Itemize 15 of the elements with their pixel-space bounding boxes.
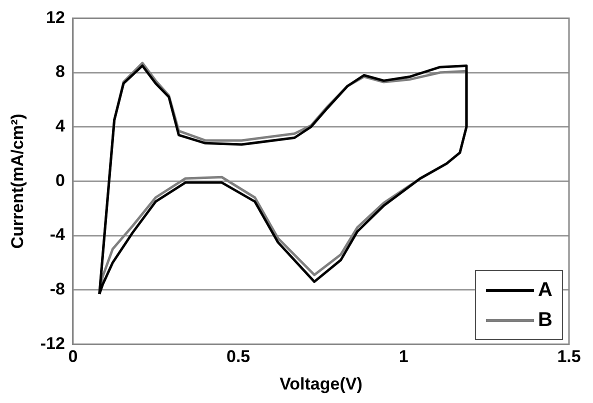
x-tick-label: 1	[398, 347, 408, 366]
y-tick-label: 0	[56, 170, 65, 190]
x-axis-title: Voltage(V)	[280, 374, 362, 394]
y-tick-label: -8	[50, 280, 65, 299]
y-tick-label: -12	[40, 334, 65, 353]
y-tick-label: -4	[50, 225, 66, 244]
x-tick-label: 1.5	[557, 347, 581, 366]
y-tick-label: 4	[56, 116, 66, 136]
y-tick-label: 12	[46, 8, 65, 27]
legend-label: B	[538, 308, 552, 332]
x-tick-label: 0	[68, 347, 78, 366]
y-axis-title: Current(mA/cm²)	[8, 114, 27, 249]
x-tick-label: 0.5	[226, 347, 250, 366]
y-tick-label: 8	[56, 62, 65, 82]
legend-label: A	[538, 278, 552, 302]
